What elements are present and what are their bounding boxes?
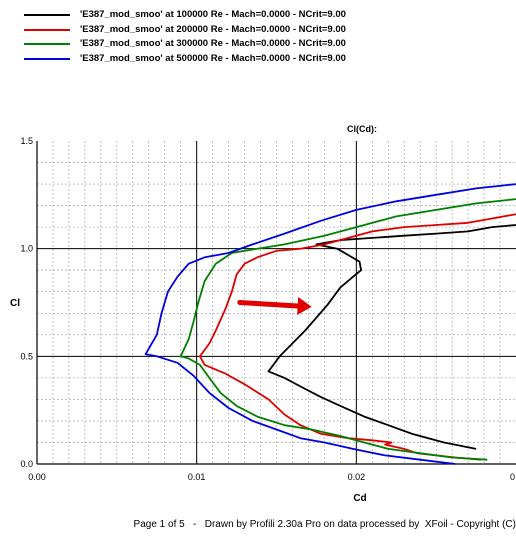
- legend-entry: 'E387_mod_smoo' at 100000 Re - Mach=0.00…: [0, 8, 516, 23]
- annotation-arrow-shaft: [237, 300, 301, 309]
- y-tick-label: 1.5: [20, 136, 33, 146]
- footer-page: Page 1 of 5: [133, 519, 185, 530]
- x-tick-label: 0.01: [188, 472, 206, 482]
- series-line-1: [267, 224, 516, 450]
- series-line-4: [144, 183, 516, 465]
- legend-label: 'E387_mod_smoo' at 200000 Re - Mach=0.00…: [80, 23, 346, 35]
- x-axis-label: Cd: [353, 493, 366, 504]
- series-line-2: [199, 213, 516, 461]
- legend-entry: 'E387_mod_smoo' at 300000 Re - Mach=0.00…: [0, 37, 516, 52]
- footer: Page 1 of 5 - Drawn by Profili 2.30a Pro…: [0, 519, 516, 530]
- legend-swatch: [24, 28, 70, 31]
- legend-label: 'E387_mod_smoo' at 300000 Re - Mach=0.00…: [80, 38, 346, 49]
- y-tick-label: 0.5: [20, 351, 33, 361]
- legend-swatch: [24, 43, 70, 45]
- x-tick-label: 0: [510, 472, 515, 482]
- y-tick-label: 1.0: [20, 244, 33, 254]
- legend: 'E387_mod_smoo' at 100000 Re - Mach=0.00…: [0, 8, 516, 66]
- footer-drawn-by: Drawn by Profili 2.30a Pro on data proce…: [204, 519, 420, 530]
- x-tick-label: 0.00: [28, 472, 46, 482]
- legend-entry: 'E387_mod_smoo' at 500000 Re - Mach=0.00…: [0, 52, 516, 67]
- y-tick-label: 0.0: [20, 459, 33, 469]
- legend-entry: 'E387_mod_smoo' at 200000 Re - Mach=0.00…: [0, 23, 516, 38]
- legend-swatch: [24, 57, 70, 60]
- chart-title: Cl(Cd):: [347, 124, 377, 134]
- legend-label: 'E387_mod_smoo' at 500000 Re - Mach=0.00…: [80, 52, 346, 64]
- footer-xfoil: XFoil - Copyright (C): [424, 519, 516, 530]
- footer-separator: -: [193, 519, 197, 530]
- x-tick-label: 0.02: [348, 472, 366, 482]
- legend-label: 'E387_mod_smoo' at 100000 Re - Mach=0.00…: [80, 9, 346, 20]
- annotation-arrow-head: [297, 296, 312, 315]
- legend-swatch: [24, 14, 70, 16]
- y-axis-label: Cl: [10, 298, 20, 309]
- series-line-3: [179, 198, 516, 461]
